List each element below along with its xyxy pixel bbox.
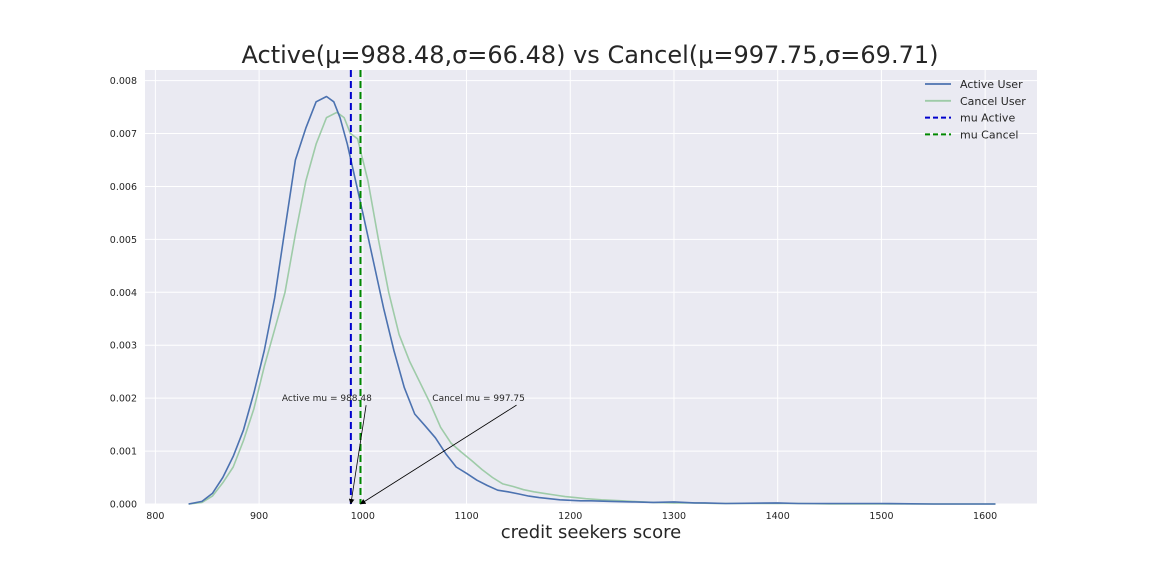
y-tick-label: 0.003 bbox=[110, 341, 137, 352]
plot-area bbox=[145, 70, 1037, 504]
annotations: Active mu = 988.48 Cancel mu = 997.75 bbox=[282, 394, 525, 505]
x-tick-label: 1600 bbox=[973, 511, 997, 522]
x-axis-label: credit seekers score bbox=[501, 522, 681, 543]
annotation-arrow bbox=[360, 404, 517, 505]
legend: Active User Cancel User mu Active mu Cancel bbox=[925, 78, 1026, 141]
grid-lines bbox=[145, 70, 1037, 505]
x-tick-label: 1200 bbox=[558, 511, 582, 522]
mean-lines bbox=[349, 70, 362, 504]
x-tick-label: 900 bbox=[250, 511, 268, 522]
series-layer bbox=[188, 95, 996, 505]
x-tick-label: 1400 bbox=[766, 511, 790, 522]
x-tick-label: 1300 bbox=[662, 511, 686, 522]
chart-title: Active(μ=988.48,σ=66.48) vs Cancel(μ=997… bbox=[242, 41, 939, 69]
legend-label: mu Active bbox=[960, 112, 1015, 125]
y-tick-label: 0.008 bbox=[110, 76, 137, 87]
series-line-active-user bbox=[188, 95, 996, 505]
y-tick-label: 0.000 bbox=[110, 500, 137, 511]
y-tick-labels: 0.000 0.001 0.002 0.003 0.004 0.005 0.006 0.007… bbox=[110, 76, 137, 510]
y-tick-label: 0.004 bbox=[110, 288, 137, 299]
annotation-arrow bbox=[348, 405, 367, 505]
y-tick-label: 0.001 bbox=[110, 447, 137, 458]
y-tick-label: 0.006 bbox=[110, 182, 137, 193]
legend-label: Active User bbox=[960, 78, 1023, 91]
x-tick-label: 800 bbox=[146, 511, 164, 522]
x-tick-label: 1100 bbox=[454, 511, 478, 522]
x-tick-label: 1500 bbox=[869, 511, 893, 522]
x-tick-labels: 800 900 1000 1100 1200 1300 1400 1500 1600 bbox=[146, 511, 997, 522]
legend-label: Cancel User bbox=[960, 95, 1026, 108]
y-tick-label: 0.002 bbox=[110, 394, 137, 405]
legend-label: mu Cancel bbox=[960, 128, 1018, 141]
y-tick-label: 0.005 bbox=[110, 235, 137, 246]
x-tick-label: 1000 bbox=[351, 511, 375, 522]
annotation-text: Active mu = 988.48 bbox=[282, 394, 372, 404]
y-tick-label: 0.007 bbox=[110, 129, 137, 140]
annotation-text: Cancel mu = 997.75 bbox=[432, 394, 525, 404]
